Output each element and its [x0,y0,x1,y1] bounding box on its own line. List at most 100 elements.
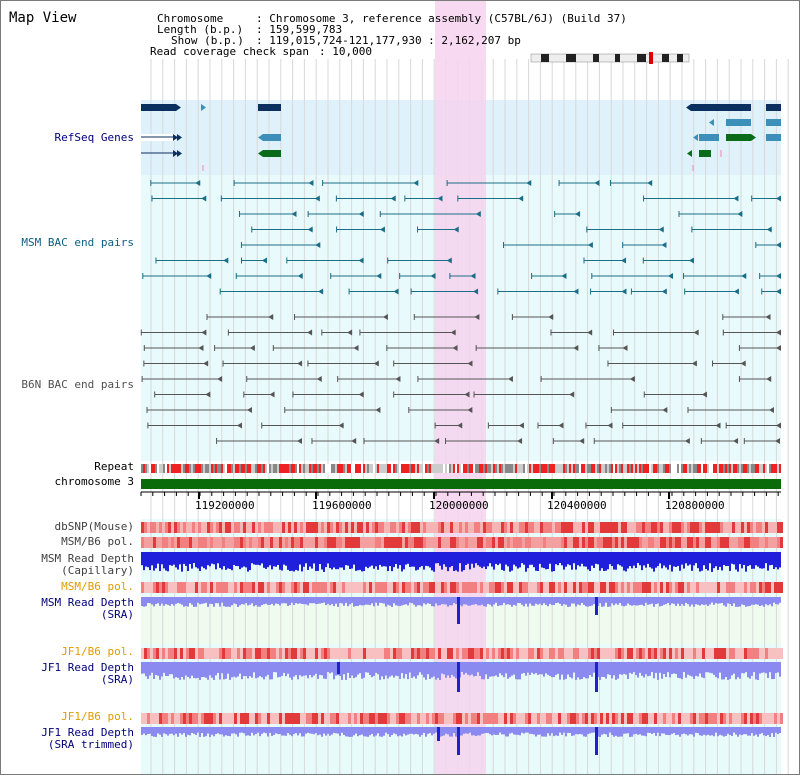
jf1-trimmed-depth-bar [261,727,263,734]
jf1-trimmed-depth-bar [741,727,743,736]
msm-sra-depth-bar [753,597,755,605]
msm-capillary-depth-bar [443,552,445,565]
jf1-sra-depth-bar [217,662,219,673]
jf1-b6-pol-heat-cell [366,713,369,724]
jf1-trimmed-depth-bar [549,727,551,736]
label-msm-b6-pol-1[interactable]: MSM/B6 pol. [61,535,134,548]
dbsnp-heat-cell [567,522,570,533]
label-b6n-bac[interactable]: B6N BAC end pairs [21,378,134,391]
msm-capillary-depth-bar [253,552,255,565]
jf1-b6-pol-heat-cell [696,648,699,659]
repeat-segment [423,464,425,473]
jf1-trimmed-depth-bar [475,727,477,737]
jf1-b6-pol-heat-cell [684,713,687,724]
msm-capillary-depth-bar [699,552,701,572]
jf1-sra-depth-bar [653,662,655,679]
msm-b6-pol-heat-cell [174,537,177,548]
label-dbsnp[interactable]: dbSNP(Mouse) [54,520,134,533]
msm-bac-pair-end [667,273,673,279]
jf1-sra-depth-bar [713,662,715,675]
msm-sra-depth-bar [665,597,667,605]
label-jf1-depth-trimmed[interactable]: JF1 Read Depth [41,726,134,739]
msm-sra-depth-bar [771,597,773,607]
msm-b6-pol-heat-cell [690,537,693,548]
jf1-sra-depth-bar [291,662,293,680]
dbsnp-heat-cell [414,522,417,533]
jf1-sra-depth-bar [689,662,691,676]
refseq-strand-arrow [173,150,178,157]
msm-sra-depth-bar [529,597,531,604]
msm-capillary-depth-bar [639,552,641,566]
msm-sra-depth-bar [401,597,403,606]
b6n-bac-pair-end [558,422,564,429]
jf1-sra-depth-bar [573,662,575,673]
dbsnp-heat-cell [477,522,480,533]
jf1-trimmed-depth-bar [499,727,501,733]
dbsnp-heat-cell [342,522,345,533]
jf1-trimmed-depth-bar [723,727,725,737]
b6n-bac-pair-end [467,360,473,367]
msm-sra-depth-bar [719,597,721,604]
repeat-segment [417,464,419,473]
jf1-trimmed-depth-bar [589,727,591,734]
jf1-trimmed-depth-bar [325,727,327,736]
jf1-sra-depth-bar [153,662,155,679]
jf1-b6-pol-heat-cell [405,713,408,724]
label-jf1-depth-sra[interactable]: JF1 Read Depth [41,661,134,674]
jf1-sra-depth-bar [421,662,423,675]
msm-b6-pol-heat-cell [603,537,606,548]
jf1-b6-pol-heat-cell [384,713,387,724]
jf1-trimmed-depth-bar [323,727,325,734]
repeat-segment [241,464,243,473]
repeat-segment [197,464,199,473]
msm-sra-depth-bar [755,597,757,605]
jf1-sra-depth-bar [701,662,703,678]
jf1-b6-pol-heat-cell [507,648,510,659]
msm-b6-pol-heat-cell [597,582,600,593]
label-msm-b6-pol-2[interactable]: MSM/B6 pol. [61,580,134,593]
repeat-segment [549,464,551,473]
label-msm-depth-capillary[interactable]: MSM Read Depth [41,552,134,565]
msm-b6-pol-heat-cell [267,582,270,593]
jf1-trimmed-depth-bar [649,727,651,733]
dbsnp-heat-cell [738,522,741,533]
jf1-b6-pol-heat-cell [501,713,504,724]
msm-b6-pol-heat-cell [168,537,171,548]
msm-capillary-depth-bar [597,552,599,565]
jf1-b6-pol-heat-cell [660,648,663,659]
msm-capillary-depth-bar [589,552,591,572]
msm-bac-pair-end [475,211,481,217]
jf1-b6-pol-heat-cell [447,713,450,724]
msm-b6-pol-heat-cell [459,582,462,593]
repeat-segment [209,464,211,473]
refseq-strand-arrow [173,134,178,141]
msm-bac-pair-end [776,242,781,248]
jf1-sra-depth-bar [447,662,449,676]
msm-capillary-depth-bar [181,552,183,572]
jf1-sra-depth-bar [577,662,579,678]
jf1-trimmed-depth-bar [361,727,363,735]
msm-b6-pol-heat-cell [696,537,699,548]
label-repeat[interactable]: Repeat [94,460,134,473]
msm-b6-pol-heat-cell [681,537,684,548]
msm-capillary-depth-bar [703,552,705,566]
jf1-trimmed-depth-bar [339,727,341,736]
b6n-bac-pair-end [375,407,381,413]
msm-bac-pair-end [291,211,297,217]
label-msm-bac[interactable]: MSM BAC end pairs [21,236,134,249]
jf1-b6-pol-heat-cell [252,648,255,659]
dbsnp-heat-cell [705,522,708,533]
label-jf1-pol-1[interactable]: JF1/B6 pol. [61,645,134,658]
jf1-trimmed-depth-bar [521,727,523,733]
msm-sra-depth-bar [365,597,367,605]
label-refseq-genes[interactable]: RefSeq Genes [54,131,134,144]
dbsnp-heat-cell [237,522,240,533]
label-msm-depth-sra[interactable]: MSM Read Depth [41,596,134,609]
repeat-segment [699,464,701,473]
msm-b6-pol-heat-cell [255,582,258,593]
label-jf1-pol-2[interactable]: JF1/B6 pol. [61,710,134,723]
dbsnp-heat-cell [654,522,657,533]
label-chromosome[interactable]: chromosome 3 [54,475,134,488]
repeat-segment [725,464,727,473]
